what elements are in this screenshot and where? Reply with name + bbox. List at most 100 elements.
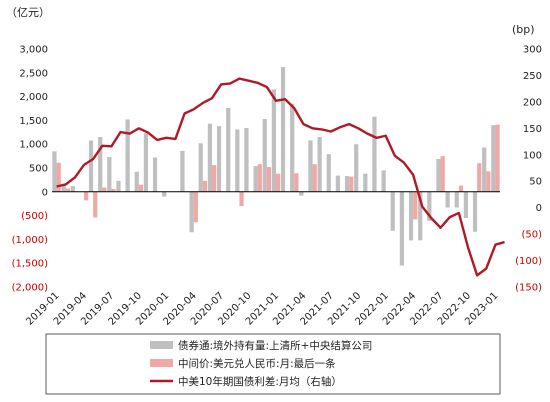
right-tick-label: 100 xyxy=(523,150,542,161)
holdings-bar xyxy=(399,191,404,266)
legend-swatch-fx xyxy=(150,359,173,367)
holdings-bar xyxy=(180,150,185,192)
right-tick-label: 150 xyxy=(523,124,542,135)
holdings-bar xyxy=(299,191,304,196)
holdings-bar xyxy=(381,170,386,192)
left-axis-ticks: 3,000 2,500 2,000 1,500 1,000 500 0 (500) (1,000… xyxy=(12,45,49,294)
holdings-bar xyxy=(317,137,322,192)
holdings-bar xyxy=(436,158,441,192)
holdings-bar xyxy=(472,191,478,232)
left-tick-label: 500 xyxy=(29,164,48,175)
fx-bar xyxy=(65,188,70,192)
fx-bar xyxy=(239,191,244,207)
holdings-bar xyxy=(235,129,240,192)
holdings-bar xyxy=(463,191,468,218)
left-tick-label: (1,000) xyxy=(12,235,49,246)
left-tick-label: (500) xyxy=(21,211,48,222)
fx-bar xyxy=(193,191,198,223)
holdings-bar xyxy=(216,126,222,192)
fx-bar xyxy=(495,124,500,192)
holdings-bar xyxy=(363,173,368,192)
holdings-bar xyxy=(326,154,331,192)
fx-bar xyxy=(102,187,107,192)
spread-line-layer xyxy=(56,77,505,277)
fx-bar xyxy=(266,167,272,192)
fx-bar xyxy=(440,156,445,192)
holdings-bar xyxy=(70,186,75,192)
legend: 债券通:境外持有量:上清所+中央结算公司 中间价:美元兑人民币:月:最后一条 中… xyxy=(45,333,501,395)
fx-bar xyxy=(93,191,98,218)
fx-bar xyxy=(413,191,418,220)
fx-bar xyxy=(138,184,144,192)
holdings-bar xyxy=(308,140,313,192)
holdings-bar xyxy=(354,144,359,192)
fx-bar xyxy=(257,164,262,192)
holdings-bar xyxy=(427,191,432,221)
legend-box xyxy=(45,333,501,395)
fx-bar xyxy=(212,165,217,192)
right-axis-ticks: 300 250 200 150 100 50 0 (50) (100) (150) xyxy=(515,45,542,294)
left-axis-unit: （亿元） xyxy=(6,6,50,19)
holdings-bar xyxy=(116,180,121,192)
right-tick-label: 250 xyxy=(523,71,542,82)
holdings-bar xyxy=(125,119,130,192)
right-tick-label: 50 xyxy=(529,177,542,188)
holdings-bar xyxy=(271,89,276,192)
holdings-bar xyxy=(253,166,258,192)
left-tick-label: (1,500) xyxy=(12,259,49,270)
fx-bar xyxy=(458,185,464,192)
left-tick-label: 3,000 xyxy=(19,45,48,56)
bars xyxy=(52,67,500,266)
holdings-bar xyxy=(454,191,459,208)
legend-label-holdings: 债券通:境外持有量:上清所+中央结算公司 xyxy=(178,339,372,352)
fx-bar xyxy=(486,171,491,192)
legend-swatch-holdings xyxy=(150,341,173,349)
legend-label-fx: 中间价:美元兑人民币:月:最后一条 xyxy=(178,357,336,370)
holdings-bar xyxy=(98,137,103,192)
holdings-bar xyxy=(280,67,286,192)
holdings-bar xyxy=(290,103,295,192)
holdings-bar xyxy=(61,184,66,192)
fx-bar xyxy=(202,180,208,192)
x-axis-labels: 2019-012019-042019-072019-102020-012020-… xyxy=(24,290,500,327)
holdings-bar xyxy=(226,108,231,192)
right-tick-label: 200 xyxy=(523,97,542,108)
holdings-bar xyxy=(198,143,203,192)
holdings-bar xyxy=(408,191,414,241)
left-tick-label: 1,500 xyxy=(19,116,48,127)
fx-bar xyxy=(56,162,61,192)
left-tick-label: 2,500 xyxy=(19,68,48,79)
spread-line xyxy=(56,77,505,277)
right-tick-label: 300 xyxy=(523,45,542,56)
fx-bar xyxy=(312,164,317,192)
holdings-bar xyxy=(244,128,249,192)
right-tick-label: 0 xyxy=(536,203,542,214)
right-axis-unit: (bp) xyxy=(512,23,535,36)
holdings-bar xyxy=(372,116,377,192)
fx-bar xyxy=(294,173,299,192)
holdings-bar xyxy=(162,191,167,197)
legend-label-spread: 中美10年期国债利差:月均（右轴） xyxy=(178,375,342,388)
fx-bar xyxy=(276,173,281,192)
right-tick-label: (150) xyxy=(515,283,542,294)
left-tick-label: (2,000) xyxy=(12,283,49,294)
fx-bar xyxy=(349,176,354,192)
holdings-bar xyxy=(207,123,212,192)
right-tick-label: (100) xyxy=(515,256,542,267)
holdings-bar xyxy=(143,133,148,192)
holdings-bar xyxy=(418,191,423,241)
left-tick-label: 1,000 xyxy=(19,140,48,151)
holdings-bar xyxy=(335,175,340,192)
holdings-bar xyxy=(445,191,450,208)
holdings-bar xyxy=(491,125,496,192)
holdings-bar xyxy=(344,176,350,192)
left-tick-label: 2,000 xyxy=(19,92,48,103)
holdings-bar xyxy=(152,157,158,192)
fx-bar xyxy=(84,191,89,201)
holdings-bar xyxy=(107,157,112,192)
holdings-bar xyxy=(262,118,267,192)
holdings-bar xyxy=(52,151,57,192)
holdings-bar xyxy=(390,191,395,231)
holdings-bar xyxy=(482,147,487,192)
